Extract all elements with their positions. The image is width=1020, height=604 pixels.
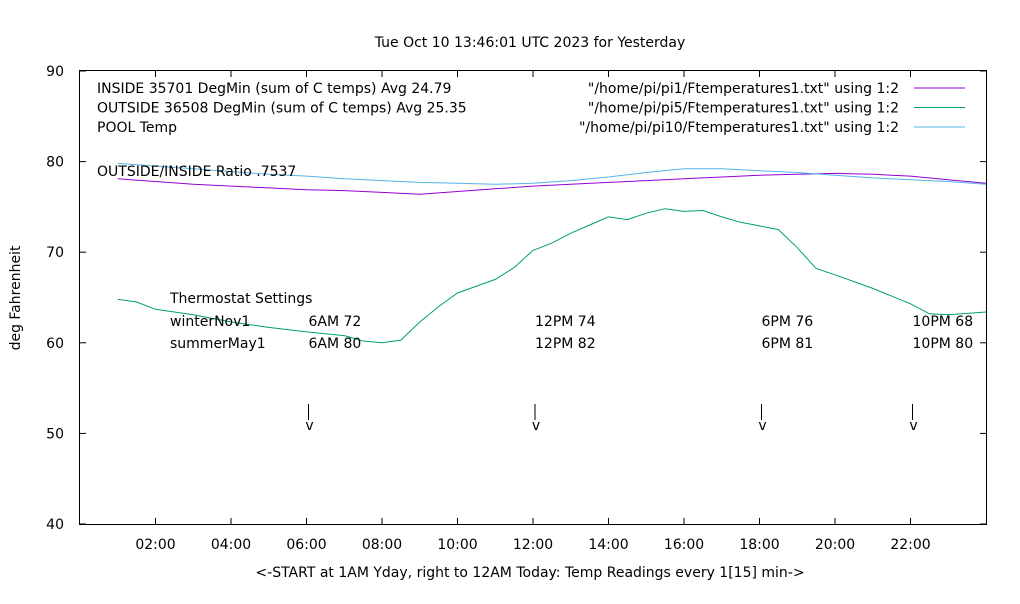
y-tick-label: 90 xyxy=(46,64,64,80)
thermostat-header: Thermostat Settings xyxy=(169,291,312,307)
settings-entry: 10PM 68 xyxy=(913,314,974,330)
x-tick-label: 14:00 xyxy=(588,537,628,553)
x-tick-label: 22:00 xyxy=(890,537,930,553)
x-tick-label: 08:00 xyxy=(362,537,402,553)
settings-entry: 12PM 82 xyxy=(535,336,596,352)
settings-entry: 12PM 74 xyxy=(535,314,596,330)
settings-entry: 10PM 80 xyxy=(913,336,974,352)
x-tick-label: 06:00 xyxy=(286,537,326,553)
y-tick-label: 50 xyxy=(46,426,64,442)
settings-entry: 6AM 80 xyxy=(309,336,362,352)
series-lines xyxy=(117,162,987,344)
series-line-1 xyxy=(117,208,987,344)
y-tick-label: 40 xyxy=(46,517,64,533)
legend-source-1: "/home/pi/pi5/Ftemperatures1.txt" using … xyxy=(588,101,899,117)
settings-entry: 6AM 72 xyxy=(309,314,362,330)
legend-source-0: "/home/pi/pi1/Ftemperatures1.txt" using … xyxy=(588,81,899,97)
x-tick-label: 16:00 xyxy=(664,537,704,553)
chart-title: Tue Oct 10 13:46:01 UTC 2023 for Yesterd… xyxy=(374,35,686,51)
setting-marker-glyph: v xyxy=(909,418,917,434)
x-tick-label: 04:00 xyxy=(211,537,251,553)
settings-entry: 6PM 81 xyxy=(762,336,814,352)
x-tick-label: 20:00 xyxy=(815,537,855,553)
settings-row-name: winterNov1 xyxy=(170,314,250,330)
y-tick-label: 70 xyxy=(46,245,64,261)
legend-name-2: POOL Temp xyxy=(97,120,177,136)
annotations: OUTSIDE/INSIDE Ratio .7537 Thermostat Set… xyxy=(97,164,973,434)
setting-marker-glyph: v xyxy=(532,418,540,434)
x-tick-label: 10:00 xyxy=(437,537,477,553)
plot-frame xyxy=(79,70,987,525)
legend-name-1: OUTSIDE 36508 DegMin (sum of C temps) Av… xyxy=(97,101,467,117)
setting-marker-glyph: v xyxy=(758,418,766,434)
legend-name-0: INSIDE 35701 DegMin (sum of C temps) Avg… xyxy=(97,81,451,97)
settings-entry: 6PM 76 xyxy=(762,314,814,330)
x-tick-label: 12:00 xyxy=(513,537,553,553)
y-axis-label: deg Fahrenheit xyxy=(8,245,24,350)
x-axis-label: <-START at 1AM Yday, right to 12AM Today… xyxy=(255,565,804,581)
x-tick-label: 02:00 xyxy=(135,537,175,553)
axis-ticks: 02:00 04:00 06:00 08:00 10:00 12:00 14:00 16:00… xyxy=(46,64,986,553)
series-line-2 xyxy=(117,162,987,185)
ratio-label: OUTSIDE/INSIDE Ratio .7537 xyxy=(97,164,296,180)
x-tick-label: 18:00 xyxy=(739,537,779,553)
legend-source-2: "/home/pi/pi10/Ftemperatures1.txt" using… xyxy=(579,120,899,136)
y-tick-label: 80 xyxy=(46,155,64,171)
setting-marker-glyph: v xyxy=(305,418,313,434)
y-tick-label: 60 xyxy=(46,336,64,352)
legend: INSIDE 35701 DegMin (sum of C temps) Avg… xyxy=(97,81,965,136)
settings-row-name: summerMay1 xyxy=(170,336,266,352)
series-line-0 xyxy=(117,172,987,195)
